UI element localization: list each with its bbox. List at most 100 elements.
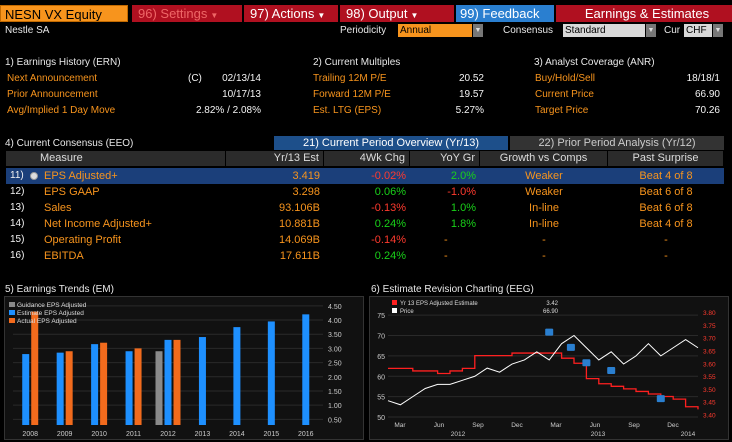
company-name: Nestle SA <box>5 25 50 36</box>
row-radio[interactable] <box>30 184 40 200</box>
bar[interactable] <box>173 339 181 425</box>
row-radio[interactable] <box>30 216 40 232</box>
y-left-tick-label: 75 <box>377 313 385 320</box>
info-label: Avg/Implied 1 Day Move <box>7 105 116 116</box>
past-surprise: Beat 4 of 8 <box>639 218 693 230</box>
table-row[interactable]: 14) Net Income Adjusted+ 10.881B 0.24% 1.8% I… <box>6 216 724 232</box>
row-radio[interactable] <box>30 232 40 248</box>
output-menu[interactable]: 98) Output ▼ <box>340 5 454 22</box>
row-radio[interactable] <box>30 168 40 184</box>
chevron-down-icon: ▼ <box>317 11 326 20</box>
bar[interactable] <box>267 321 275 425</box>
growth-vs-comps: - <box>542 234 546 246</box>
estimate-revision-svg: 75 70 65 60 55 50 3.80 3.75 3.70 3.65 3.60 3.55 3.50… <box>377 300 716 438</box>
x-month-label: Dec <box>667 422 679 429</box>
settings-label: 96) Settings <box>138 6 208 21</box>
chevron-down-icon[interactable]: ▼ <box>646 24 656 37</box>
past-surprise: Beat 6 of 8 <box>639 186 693 198</box>
chevron-down-icon: ▼ <box>410 11 419 20</box>
table-row[interactable]: 16) EBITDA 17.611B 0.24% - - - <box>6 248 724 264</box>
table-row[interactable]: 12) EPS GAAP 3.298 0.06% -1.0% Weaker Beat 6 o… <box>6 184 724 200</box>
currency-select[interactable]: CHF <box>684 24 712 37</box>
info-value: 66.90 <box>694 89 720 100</box>
table-row[interactable]: 15) Operating Profit 14.069B -0.14% - - - <box>6 232 724 248</box>
legend-label: Actual EPS Adjusted <box>17 318 77 325</box>
y-right-tick-label: 3.50 <box>703 387 716 394</box>
y-tick-label: 2.50 <box>328 361 342 368</box>
revision-marker[interactable] <box>582 359 591 367</box>
tab-current-period[interactable]: 21) Current Period Overview (Yr/13) <box>274 136 508 150</box>
top-toolbar: NESN VX Equity 96) Settings ▼ 97) Actions… <box>0 5 732 22</box>
actions-menu[interactable]: 97) Actions ▼ <box>244 5 338 22</box>
tab-prior-period[interactable]: 22) Prior Period Analysis (Yr/12) <box>510 136 724 150</box>
consensus-title[interactable]: 4) Current Consensus (EEO) <box>5 138 134 149</box>
revision-marker[interactable] <box>545 328 554 336</box>
bar[interactable] <box>56 352 64 425</box>
bar[interactable] <box>233 327 241 425</box>
column-header[interactable]: Past Surprise <box>608 151 724 166</box>
actions-label: 97) Actions <box>250 6 315 21</box>
y-tick-label: 1.00 <box>328 403 342 410</box>
bar[interactable] <box>100 342 108 425</box>
bar[interactable] <box>65 351 73 425</box>
output-label: 98) Output <box>346 6 408 21</box>
row-number: 15) <box>10 234 25 245</box>
periodicity-select[interactable]: Annual <box>398 24 472 37</box>
bar[interactable] <box>31 311 39 425</box>
row-radio[interactable] <box>30 200 40 216</box>
bar[interactable] <box>302 314 310 425</box>
bar[interactable] <box>125 351 133 425</box>
ticker-field[interactable]: NESN VX Equity <box>0 5 128 22</box>
y-left-tick-label: 50 <box>377 415 385 422</box>
earnings-trends-svg: 4.50 4.00 3.50 3.00 2.50 2.00 1.50 1.00 0.50 2008… <box>9 302 342 438</box>
feedback-button[interactable]: 99) Feedback <box>456 5 554 22</box>
chevron-down-icon[interactable]: ▼ <box>713 24 723 37</box>
bar[interactable] <box>91 344 99 425</box>
column-header[interactable]: Measure <box>6 151 226 166</box>
x-month-label: Mar <box>550 422 562 429</box>
row-radio[interactable] <box>30 248 40 264</box>
four-week-change: 0.24% <box>374 250 406 262</box>
yoy-growth: 1.0% <box>450 202 476 214</box>
column-header[interactable]: 4Wk Chg <box>324 151 410 166</box>
bar[interactable] <box>134 348 142 425</box>
row-number: 12) <box>10 186 25 197</box>
x-month-label: Jun <box>434 422 445 429</box>
consensus-select[interactable]: Standard <box>563 24 645 37</box>
table-row[interactable]: 13) Sales 93.106B -0.13% 1.0% In-line Beat 6 o… <box>6 200 724 216</box>
revision-marker[interactable] <box>566 343 575 351</box>
table-row[interactable]: 11) EPS Adjusted+ 3.419 -0.02% 2.0% Weaker Bea… <box>6 168 724 184</box>
settings-menu[interactable]: 96) Settings ▼ <box>132 5 242 22</box>
y-tick-label: 3.50 <box>328 332 342 339</box>
four-week-change: 0.06% <box>374 186 406 198</box>
row-number: 14) <box>10 218 25 229</box>
past-surprise: - <box>664 234 668 246</box>
column-header[interactable]: Growth vs Comps <box>480 151 608 166</box>
x-year-label: 2014 <box>681 431 696 438</box>
legend-last-value: 66.90 <box>543 309 559 315</box>
y-right-tick-label: 3.55 <box>703 374 716 381</box>
analyst-coverage-title[interactable]: 3) Analyst Coverage (ANR) <box>534 57 655 68</box>
y-right-tick-label: 3.45 <box>703 400 716 407</box>
bar[interactable] <box>155 351 163 425</box>
revision-marker[interactable] <box>607 366 616 374</box>
info-value: 18/18/1 <box>686 73 720 84</box>
column-header[interactable]: Yr/13 Est <box>226 151 324 166</box>
earnings-trends-title[interactable]: 5) Earnings Trends (EM) <box>5 284 114 295</box>
estimate-revision-title[interactable]: 6) Estimate Revision Charting (EEG) <box>371 284 534 295</box>
column-header[interactable]: YoY Gr <box>410 151 480 166</box>
currency-label: Cur <box>664 25 681 36</box>
bar[interactable] <box>22 354 30 425</box>
y-tick-label: 4.50 <box>328 304 342 311</box>
earnings-history-title[interactable]: 1) Earnings History (ERN) <box>5 57 121 68</box>
bar[interactable] <box>198 337 206 425</box>
info-label: Forward 12M P/E <box>313 89 391 100</box>
revision-marker[interactable] <box>656 395 665 403</box>
legend-swatch <box>9 318 15 323</box>
bar[interactable] <box>164 339 172 425</box>
chevron-down-icon[interactable]: ▼ <box>473 24 483 37</box>
legend-last-value: 3.42 <box>546 301 558 307</box>
x-tick-label: 2012 <box>160 431 176 438</box>
y-tick-label: 2.00 <box>328 375 342 382</box>
yoy-growth: 1.8% <box>450 218 476 230</box>
